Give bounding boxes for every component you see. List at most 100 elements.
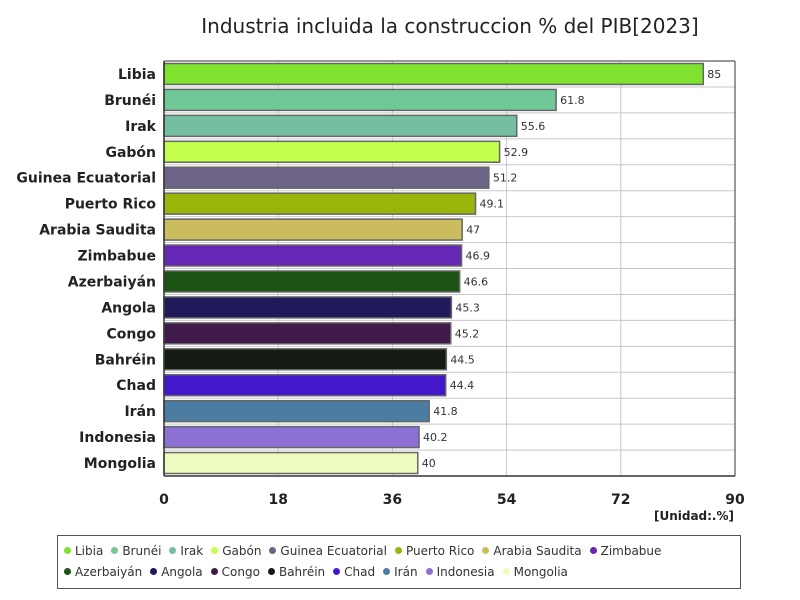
category-label: Brunéi (104, 93, 156, 109)
legend-marker (502, 568, 510, 575)
data-label: 40 (422, 457, 436, 470)
legend-marker (150, 568, 158, 575)
bar-mongolia (163, 451, 419, 475)
bar-angola (163, 296, 453, 319)
data-label: 52.9 (504, 146, 528, 159)
category-label: Angola (101, 300, 156, 316)
legend-item: Mongolia (502, 562, 568, 583)
data-label: 85 (707, 68, 721, 81)
data-label: 41.8 (433, 405, 458, 418)
legend-marker (394, 547, 402, 554)
data-label: 47 (466, 224, 480, 237)
legend-label: Angola (161, 565, 203, 579)
category-label: Guinea Ecuatorial (16, 171, 156, 187)
bar-brunéi (163, 88, 557, 112)
legend-label: Guinea Ecuatorial (280, 544, 387, 558)
legend: Libia Brunéi Irak Gabón Guinea Ecuatorial Pue… (57, 535, 741, 589)
legend-marker (169, 547, 177, 554)
legend-label: Libia (75, 544, 104, 558)
category-label: Gabón (105, 145, 156, 161)
legend-item: Irán (383, 562, 418, 583)
legend-label: Puerto Rico (405, 544, 475, 558)
x-tick-label: 0 (159, 492, 169, 508)
category-label: Libia (118, 67, 156, 83)
unit-label: [Unidad:.%] (653, 509, 734, 523)
legend-marker (210, 568, 218, 575)
category-label: Puerto Rico (65, 197, 157, 213)
data-label: 44.5 (450, 353, 475, 366)
legend-item: Congo (210, 562, 260, 583)
legend-marker (482, 547, 490, 554)
legend-label: Congo (221, 565, 260, 579)
category-label: Bahréin (95, 352, 156, 368)
bar-zimbabue (163, 244, 463, 267)
legend-marker (383, 568, 391, 575)
legend-label: Bahréin (278, 565, 326, 579)
legend-item: Gabón (211, 541, 261, 562)
legend-item: Brunéi (111, 541, 161, 562)
legend-item: Chad (333, 562, 375, 583)
legend-label: Gabón (222, 544, 262, 558)
legend-item: Angola (150, 562, 203, 583)
category-label: Zimbabue (78, 249, 157, 265)
legend-marker (211, 547, 219, 554)
legend-marker (269, 547, 277, 554)
bar-chart: Libia 85 Brunéi 61.8 Irak 55.6 Gabón 52.9 Guinea… (16, 60, 745, 508)
bar-guinea-ecuatorial (163, 166, 490, 189)
legend-label: Mongolia (513, 565, 568, 579)
bar-puerto-rico (163, 192, 477, 215)
legend-marker (333, 568, 341, 575)
x-tick-label: 90 (725, 492, 745, 508)
data-label: 51.2 (493, 172, 518, 185)
legend-label: Arabia Saudita (493, 544, 582, 558)
legend-item: Zimbabue (589, 541, 662, 562)
data-label: 45.3 (455, 301, 480, 314)
legend-label: Irak (180, 544, 204, 558)
category-label: Congo (107, 326, 157, 342)
legend-item: Irak (169, 541, 203, 562)
data-label: 61.8 (560, 94, 585, 107)
bar-congo (163, 322, 452, 345)
bar-libia (163, 62, 705, 86)
data-label: 46.6 (464, 275, 489, 288)
category-label: Irán (124, 404, 156, 420)
legend-item: Puerto Rico (394, 541, 475, 562)
data-label: 55.6 (521, 120, 546, 133)
category-label: Azerbaiyán (68, 274, 156, 290)
bar-chad (163, 374, 447, 397)
legend-marker (425, 568, 433, 575)
legend-marker (111, 547, 119, 554)
category-label: Arabia Saudita (39, 223, 156, 239)
legend-marker (64, 547, 71, 554)
legend-marker (589, 547, 597, 554)
category-label: Indonesia (79, 430, 156, 446)
legend-item: Azerbaiyán (64, 562, 142, 583)
data-label: 49.1 (480, 198, 505, 211)
legend-label: Indonesia (436, 565, 495, 579)
bar-irak (163, 114, 518, 138)
x-tick-label: 18 (268, 492, 287, 508)
category-label: Irak (125, 119, 157, 135)
bar-gabón (163, 140, 501, 163)
legend-item: Bahréin (267, 562, 326, 583)
legend-label: Azerbaiyán (75, 565, 143, 579)
x-tick-label: 54 (497, 492, 517, 508)
data-label: 45.2 (455, 327, 480, 340)
x-tick-label: 72 (611, 492, 630, 508)
legend-marker (64, 568, 71, 575)
legend-label: Brunéi (122, 544, 162, 558)
legend-marker (267, 568, 275, 575)
x-tick-label: 36 (383, 492, 402, 508)
bar-azerbaiyán (163, 270, 461, 293)
data-label: 40.2 (423, 431, 448, 444)
legend-item: Libia (64, 541, 103, 562)
legend-item: Arabia Saudita (482, 541, 582, 562)
bar-bahréin (163, 348, 448, 371)
data-label: 44.4 (450, 379, 475, 392)
category-label: Chad (116, 378, 156, 394)
chart-title: Industria incluida la construccion % del… (201, 14, 699, 38)
legend-label: Chad (344, 565, 376, 579)
legend-label: Irán (394, 565, 418, 579)
legend-item: Indonesia (425, 562, 495, 583)
legend-label: Zimbabue (600, 544, 662, 558)
